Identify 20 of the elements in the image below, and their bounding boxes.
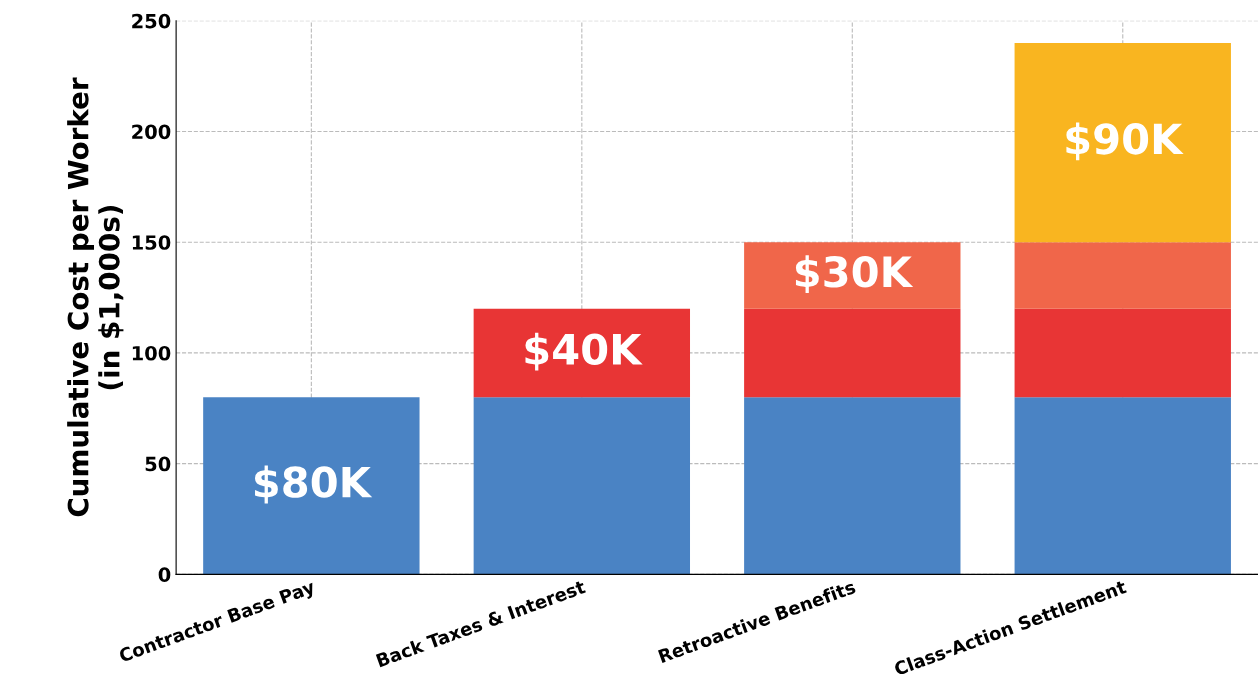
bar	[744, 308, 961, 398]
bar	[1014, 42, 1231, 243]
y-tick-label: 100	[132, 345, 171, 361]
bar	[1014, 397, 1231, 575]
bar	[1014, 308, 1231, 398]
y-tick-label: 50	[145, 456, 171, 472]
y-tick-label: 150	[132, 235, 171, 250]
y-tick-label: 0	[158, 567, 171, 583]
data-label: $30K	[795, 255, 914, 294]
bar	[473, 397, 691, 575]
bar	[203, 397, 420, 575]
data-label: $40K	[525, 332, 643, 371]
data-label: $80K	[254, 465, 373, 504]
y-axis-title: Cumulative Cost per Worker (in $1,000s)	[67, 77, 124, 517]
y-tick-label: 250	[132, 13, 171, 29]
data-label: $90K	[1066, 122, 1184, 161]
bar	[473, 308, 691, 398]
y-tick-label: 200	[132, 124, 171, 140]
bar	[1014, 242, 1231, 309]
bar	[744, 397, 961, 575]
